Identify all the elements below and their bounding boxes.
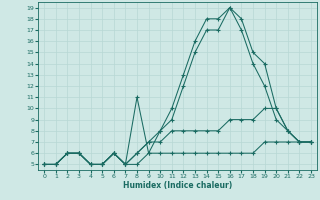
- X-axis label: Humidex (Indice chaleur): Humidex (Indice chaleur): [123, 181, 232, 190]
